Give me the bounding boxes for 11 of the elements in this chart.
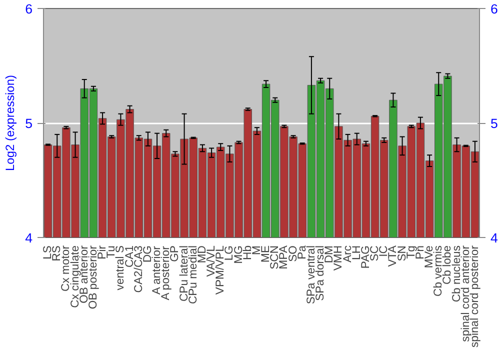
y-tick-label: 5 — [25, 116, 33, 131]
x-tick-label: DG — [142, 245, 154, 262]
y-axis-title: Log2 (expression) — [3, 74, 18, 172]
y-tick-label: 6 — [25, 2, 33, 16]
x-tick-label: spinal cord posterior — [468, 245, 481, 348]
x-tick-label: OB posterior — [87, 245, 100, 310]
y2-tick-label: 6 — [490, 2, 498, 16]
x-tick-label: Tg — [405, 245, 418, 259]
y2-tick-label: 5 — [490, 116, 498, 131]
y-tick-label: 4 — [25, 230, 34, 246]
y2-tick-label: 4 — [490, 230, 498, 246]
